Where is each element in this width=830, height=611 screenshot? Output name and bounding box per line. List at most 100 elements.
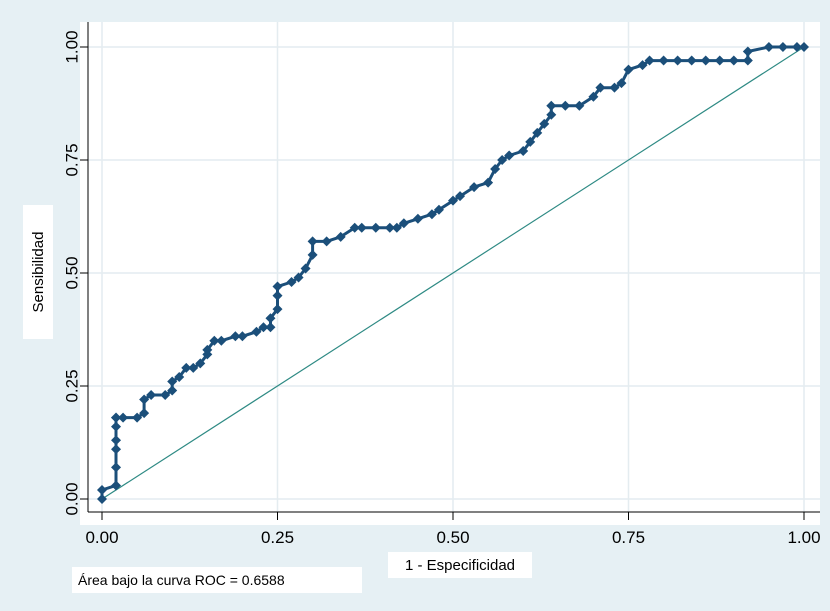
roc-point (237, 331, 248, 342)
roc-point (799, 42, 809, 52)
axes (80, 22, 820, 520)
roc-point (742, 55, 753, 66)
roc-point (216, 335, 227, 346)
roc-point (426, 209, 437, 220)
roc-point (728, 55, 739, 66)
roc-point (181, 362, 192, 373)
roc-point (588, 91, 599, 102)
roc-point (97, 494, 107, 504)
roc-point (146, 390, 157, 401)
roc-point (742, 46, 753, 57)
roc-point (132, 412, 143, 423)
roc-point (230, 331, 241, 342)
roc-point (791, 42, 802, 52)
roc-point (700, 55, 711, 66)
y-tick-label: 0.00 (63, 482, 82, 515)
roc-point (483, 177, 494, 188)
roc-point (370, 222, 381, 233)
roc-point (686, 55, 697, 66)
roc-point (532, 127, 543, 138)
roc-point (97, 484, 107, 495)
roc-point (111, 421, 122, 432)
roc-point (644, 55, 655, 66)
roc-point (398, 218, 409, 229)
roc-point (672, 55, 683, 66)
roc-point (111, 412, 122, 423)
x-tick-label: 0.75 (612, 528, 645, 547)
roc-point (658, 55, 669, 66)
roc-point (286, 277, 297, 288)
roc-point (272, 304, 283, 315)
roc-point (160, 390, 171, 401)
roc-point (349, 222, 360, 233)
roc-point (637, 60, 648, 71)
roc-point (335, 231, 346, 242)
roc-point (195, 358, 206, 369)
roc-point (560, 100, 571, 111)
roc-point (251, 326, 262, 337)
roc-point (763, 42, 774, 52)
x-tick-label: 0.50 (436, 528, 469, 547)
roc-point (202, 344, 213, 355)
roc-point (111, 462, 122, 473)
roc-point (118, 412, 129, 423)
y-tick-labels: 0.00 0.25 0.50 0.75 1.00 (63, 30, 82, 515)
roc-point (300, 263, 311, 274)
roc-point (272, 290, 283, 301)
roc-point (525, 136, 536, 147)
x-tick-label: 0.25 (261, 528, 294, 547)
y-tick-label: 1.00 (63, 30, 82, 63)
y-tick-label: 0.50 (63, 256, 82, 289)
roc-point (412, 213, 423, 224)
roc-point (111, 435, 122, 446)
roc-point (490, 164, 501, 175)
roc-point (209, 335, 220, 346)
roc-point (433, 204, 444, 215)
roc-point (167, 376, 178, 387)
y-tick-label: 0.75 (63, 143, 82, 176)
roc-point (384, 222, 395, 233)
roc-point (714, 55, 725, 66)
roc-point (293, 272, 304, 283)
reference-line (101, 46, 805, 500)
roc-point (391, 222, 402, 233)
roc-point (469, 182, 480, 193)
roc-point (111, 480, 122, 491)
roc-point (455, 191, 466, 202)
roc-point (139, 394, 150, 405)
roc-point (546, 100, 557, 111)
reference-diagonal (101, 46, 805, 500)
y-tick-label: 0.25 (63, 369, 82, 402)
roc-point (167, 385, 178, 396)
roc-point (321, 236, 332, 247)
roc-point (265, 322, 276, 333)
roc-point (174, 371, 185, 382)
roc-point (504, 150, 515, 161)
roc-point (448, 195, 458, 206)
roc-point (307, 249, 318, 260)
ylabel-box (23, 205, 53, 339)
roc-point (356, 222, 367, 233)
roc-point (518, 145, 529, 156)
y-axis-title: Sensibilidad (30, 232, 47, 313)
roc-point (497, 155, 508, 165)
roc-point (546, 109, 557, 120)
roc-point (609, 82, 620, 93)
roc-point (139, 408, 150, 419)
roc-point (272, 281, 283, 292)
roc-point (307, 236, 318, 247)
roc-point (265, 313, 276, 324)
roc-point (777, 42, 788, 52)
roc-point (623, 64, 634, 75)
x-tick-label: 0.00 (85, 528, 118, 547)
roc-point (188, 362, 199, 373)
gridlines (88, 22, 820, 512)
x-tick-label: 1.00 (787, 528, 820, 547)
roc-curve (97, 42, 809, 504)
roc-point (258, 322, 269, 333)
roc-point (574, 100, 585, 111)
note-box (72, 567, 362, 593)
xlabel-box (388, 552, 532, 578)
